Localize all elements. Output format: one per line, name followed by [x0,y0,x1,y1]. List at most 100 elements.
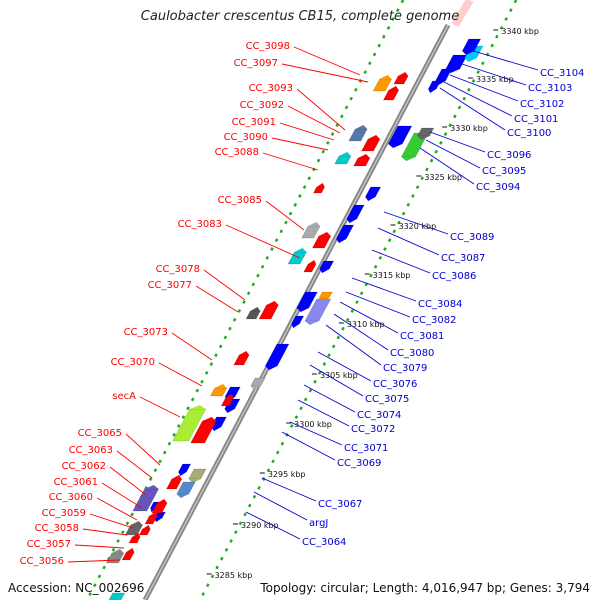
reverse-label-leader [425,139,481,169]
forward-label-leader [125,433,161,466]
forward-gene-glyph-47 [132,485,160,512]
faded-feature [451,0,474,28]
reverse-label-leader [449,74,519,102]
gene-arrowhead [464,58,477,62]
reverse-gene-label: CC_3102 [520,99,564,110]
gene-arrowhead [388,144,403,148]
forward-gene-glyph-53 [106,549,125,564]
forward-gene-glyph-48 [151,499,168,514]
gene-arrowhead [316,183,325,187]
forward-gene-label: CC_3070 [111,357,155,368]
gene-body [128,536,141,544]
tick-label: 3340 kbp [501,27,539,36]
gene-arrowhead [319,269,330,273]
reverse-gene-glyph-3 [461,38,482,55]
reverse-label-leader [261,477,317,502]
forward-label-leader [67,559,121,563]
gene-arrowhead [132,533,141,537]
reverse-gene-glyph-15 [290,315,305,328]
forward-gene-label: CC_3077 [148,280,192,291]
reverse-label-leader [245,511,301,540]
forward-label-leader [293,46,361,76]
gene-arrowhead [308,260,317,264]
reverse-label-leader [253,491,308,521]
forward-gene-glyph-34 [312,183,326,194]
tick-label: 3315 kbp [373,271,411,280]
forward-gene-glyph-51 [138,525,151,536]
forward-gene-label: CC_3092 [240,100,284,111]
reverse-gene-glyph-17 [250,377,266,390]
gene-body [334,155,352,165]
forward-label-leader [158,362,203,387]
forward-gene-glyph-39 [258,301,279,320]
forward-gene-label: CC_3085 [218,195,262,206]
gene-body [364,186,382,198]
reverse-gene-label: CC_3082 [412,315,456,326]
forward-label-leader [203,269,246,301]
gene-arrowhead [417,136,430,140]
gene-body [250,377,266,387]
reverse-gene-label: CC_3087 [441,253,485,264]
gene-arrowhead [144,485,159,489]
gene-arrowhead [178,472,187,476]
reverse-label-leader [289,421,343,446]
gene-arrowhead [365,197,376,201]
forward-gene-label: CC_3063 [69,445,113,456]
reverse-gene-label: CC_3094 [476,182,520,193]
gene-body [361,138,381,152]
gene-arrowhead [355,125,368,129]
reverse-gene-glyph-8 [364,186,382,201]
tick-label: 3295 kbp [268,470,306,479]
gene-body [264,343,290,367]
reverse-gene-label: CC_3089 [450,232,494,243]
reverse-label-leader [443,81,513,117]
forward-gene-label: CC_3073 [124,327,168,338]
forward-gene-glyph-44 [172,405,207,442]
forward-gene-glyph-49 [144,512,158,525]
reverse-gene-label: CC_3086 [432,271,476,282]
forward-gene-label: CC_3060 [49,492,93,503]
reverse-gene-glyph-23 [176,481,196,498]
reverse-gene-glyph-14 [304,298,332,325]
gene-body [348,128,368,142]
reverse-label-leader [309,364,364,397]
gene-arrowhead [265,366,278,370]
forward-gene-glyph-52 [128,533,141,544]
reverse-gene-label: CC_3072 [351,424,395,435]
gene-arrowhead [445,69,460,73]
forward-label-leader [271,137,329,151]
gene-arrowhead [296,308,309,312]
reverse-label-leader [439,87,506,131]
gene-arrowhead [398,72,409,76]
reverse-gene-label: CC_3095 [482,166,526,177]
reverse-gene-label: CC_3080 [390,348,434,359]
reverse-gene-glyph-1 [445,54,468,73]
forward-gene-label: CC_3090 [224,132,268,143]
gene-body [177,463,192,473]
forward-gene-glyph-54 [121,548,135,561]
reverse-label-leader [303,384,356,413]
gene-arrowhead [291,324,300,328]
reverse-gene-label: CC_3075 [365,394,409,405]
reverse-gene-glyph-10 [335,224,355,243]
forward-gene-glyph-50 [124,521,144,536]
forward-label-leader [74,544,125,549]
forward-gene-label: CC_3056 [20,556,64,567]
reverse-gene-glyph-9 [346,204,365,223]
forward-gene-glyph-31 [361,135,381,152]
reverse-gene-label: CC_3071 [344,443,388,454]
forward-label-leader [89,513,134,529]
gene-arrowhead [428,89,437,93]
tick-label: 3330 kbp [450,124,488,133]
gene-arrowhead [126,548,135,552]
reverse-label-leader [469,49,539,71]
forward-gene-glyph-37 [287,248,307,265]
gene-arrowhead [336,239,347,243]
forward-gene-label: CC_3061 [54,477,98,488]
forward-gene-label: CC_3065 [78,428,122,439]
genome-summary-text: Topology: circular; Length: 4,016,947 bp… [260,581,590,595]
forward-gene-label: CC_3088 [215,147,259,158]
forward-label-leader [96,497,138,521]
forward-label-leader [265,200,305,231]
